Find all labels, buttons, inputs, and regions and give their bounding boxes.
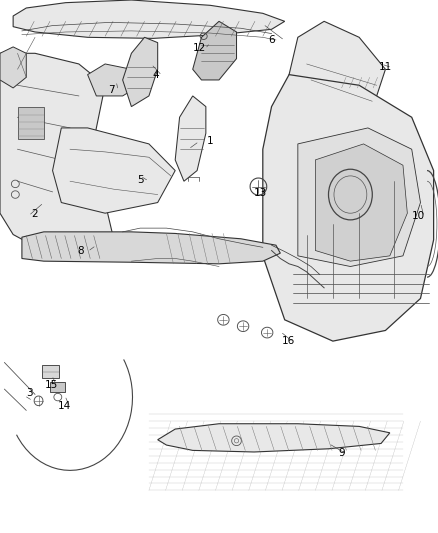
Text: 15: 15 bbox=[45, 380, 58, 390]
Text: 1: 1 bbox=[207, 136, 214, 146]
Text: 7: 7 bbox=[108, 85, 115, 94]
Text: 12: 12 bbox=[193, 43, 206, 53]
Text: 3: 3 bbox=[26, 389, 33, 398]
Text: 8: 8 bbox=[78, 246, 85, 255]
Polygon shape bbox=[42, 365, 59, 378]
Text: 13: 13 bbox=[254, 188, 267, 198]
Text: 2: 2 bbox=[32, 209, 39, 219]
Text: 9: 9 bbox=[338, 448, 345, 458]
Text: 16: 16 bbox=[282, 336, 295, 346]
Polygon shape bbox=[53, 128, 175, 213]
Polygon shape bbox=[289, 21, 385, 107]
Polygon shape bbox=[263, 75, 434, 341]
Text: 5: 5 bbox=[137, 175, 144, 185]
Text: 4: 4 bbox=[152, 70, 159, 79]
Polygon shape bbox=[0, 47, 26, 88]
Polygon shape bbox=[0, 53, 114, 256]
Polygon shape bbox=[50, 382, 65, 392]
Text: 10: 10 bbox=[412, 211, 425, 221]
Polygon shape bbox=[123, 37, 158, 107]
Polygon shape bbox=[22, 232, 280, 264]
Polygon shape bbox=[88, 64, 140, 96]
Polygon shape bbox=[315, 144, 407, 261]
Polygon shape bbox=[13, 0, 285, 38]
Polygon shape bbox=[298, 128, 420, 266]
Text: 6: 6 bbox=[268, 35, 275, 45]
Polygon shape bbox=[175, 96, 206, 181]
Text: 14: 14 bbox=[58, 401, 71, 411]
Polygon shape bbox=[18, 107, 44, 139]
Text: 11: 11 bbox=[379, 62, 392, 71]
Polygon shape bbox=[193, 21, 237, 80]
Polygon shape bbox=[158, 424, 390, 452]
